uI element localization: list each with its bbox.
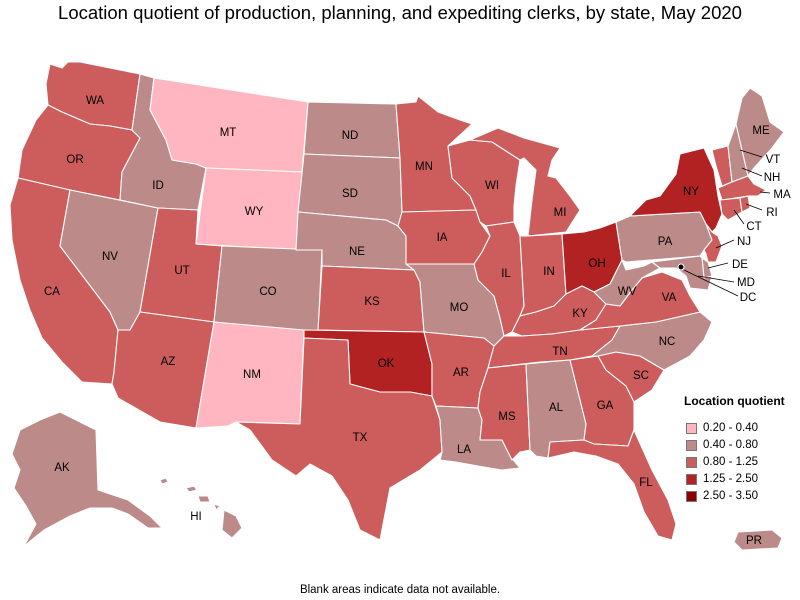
state-label-pa: PA [658, 236, 673, 248]
legend-title: Location quotient [684, 394, 785, 408]
state-label-il: IL [501, 268, 511, 280]
state-label-ak: AK [54, 462, 70, 474]
legend-label: 0.40 - 0.80 [703, 439, 758, 451]
state-label-ut: UT [174, 265, 189, 277]
footnote: Blank areas indicate data not available. [299, 584, 501, 596]
state-label-ma: MA [773, 189, 791, 201]
state-label-dc: DC [740, 292, 757, 304]
legend-label: 0.80 - 1.25 [703, 456, 758, 468]
state-label-ky: KY [572, 308, 588, 320]
state-label-az: AZ [161, 356, 176, 368]
state-label-pr: PR [746, 535, 762, 547]
state-RI[interactable] [739, 195, 751, 213]
legend-swatch [686, 456, 697, 468]
state-label-ri: RI [766, 207, 778, 219]
state-labels: WA OR CA NV ID MT WY UT AZ CO NM ND SD NE KS OK TX MN IA MO… [44, 95, 791, 547]
state-label-co: CO [259, 286, 276, 298]
state-NJ[interactable] [703, 223, 723, 263]
state-PR[interactable] [733, 529, 783, 551]
legend-label: 1.25 - 2.50 [703, 473, 758, 485]
state-label-in: IN [543, 266, 555, 278]
state-label-ny: NY [683, 186, 699, 198]
state-label-id: ID [152, 180, 164, 192]
legend-item: 0.20 - 0.40 [686, 421, 758, 435]
state-label-ne: NE [349, 246, 365, 258]
state-label-tn: TN [552, 346, 567, 358]
state-label-nd: ND [342, 130, 359, 142]
state-label-ct: CT [746, 221, 761, 233]
legend-item: 0.80 - 1.25 [686, 455, 758, 469]
state-label-vt: VT [766, 154, 781, 166]
state-label-va: VA [662, 292, 677, 304]
state-label-ok: OK [378, 358, 395, 370]
state-label-nh: NH [764, 172, 781, 184]
state-label-al: AL [549, 402, 564, 414]
map-title: Location quotient of production, plannin… [58, 2, 742, 23]
state-label-ga: GA [597, 400, 614, 412]
state-label-hi: HI [190, 511, 202, 523]
state-label-de: DE [732, 259, 748, 271]
leader-lines [683, 149, 771, 297]
state-FL[interactable] [547, 429, 677, 541]
legend-label: 0.20 - 0.40 [703, 422, 758, 434]
state-label-md: MD [737, 277, 755, 289]
state-DC[interactable] [677, 263, 685, 271]
state-HI[interactable] [159, 477, 243, 539]
state-label-wi: WI [485, 180, 499, 192]
state-label-nm: NM [243, 369, 261, 381]
state-label-ia: IA [437, 232, 448, 244]
legend-item: 0.40 - 0.80 [686, 438, 758, 452]
state-label-mn: MN [415, 161, 433, 173]
state-WV[interactable] [593, 259, 661, 307]
legend-swatch [686, 422, 697, 434]
state-ME[interactable] [735, 87, 785, 177]
state-label-mi: MI [554, 207, 567, 219]
state-label-fl: FL [639, 477, 653, 489]
state-MI[interactable] [469, 127, 581, 237]
state-label-wy: WY [245, 206, 264, 218]
state-CT[interactable] [719, 197, 743, 221]
state-label-la: LA [457, 444, 471, 456]
state-label-ar: AR [453, 367, 469, 379]
state-label-ks: KS [364, 296, 380, 308]
state-AK[interactable] [11, 411, 163, 547]
state-label-wa: WA [86, 95, 104, 107]
state-MD[interactable] [651, 255, 713, 291]
state-label-sd: SD [342, 188, 358, 200]
legend-swatch [686, 490, 697, 502]
state-label-mt: MT [220, 127, 237, 139]
legend-label: 2.50 - 3.50 [703, 490, 758, 502]
state-label-me: ME [752, 125, 770, 137]
legend-swatch [686, 439, 697, 451]
state-label-nj: NJ [737, 236, 751, 248]
state-label-wv: WV [618, 286, 637, 298]
state-label-sc: SC [633, 370, 649, 382]
state-TX[interactable] [235, 337, 443, 541]
state-label-nc: NC [659, 336, 676, 348]
state-MT[interactable] [149, 77, 309, 173]
state-label-nv: NV [102, 251, 118, 263]
state-label-ms: MS [498, 411, 516, 423]
legend-item: 2.50 - 3.50 [686, 489, 758, 503]
state-label-tx: TX [353, 432, 368, 444]
state-label-oh: OH [588, 258, 605, 270]
state-label-mo: MO [450, 302, 469, 314]
legend-item: 1.25 - 2.50 [686, 472, 758, 486]
legend-swatch [686, 473, 697, 485]
state-label-ca: CA [44, 286, 60, 298]
state-label-or: OR [66, 154, 83, 166]
